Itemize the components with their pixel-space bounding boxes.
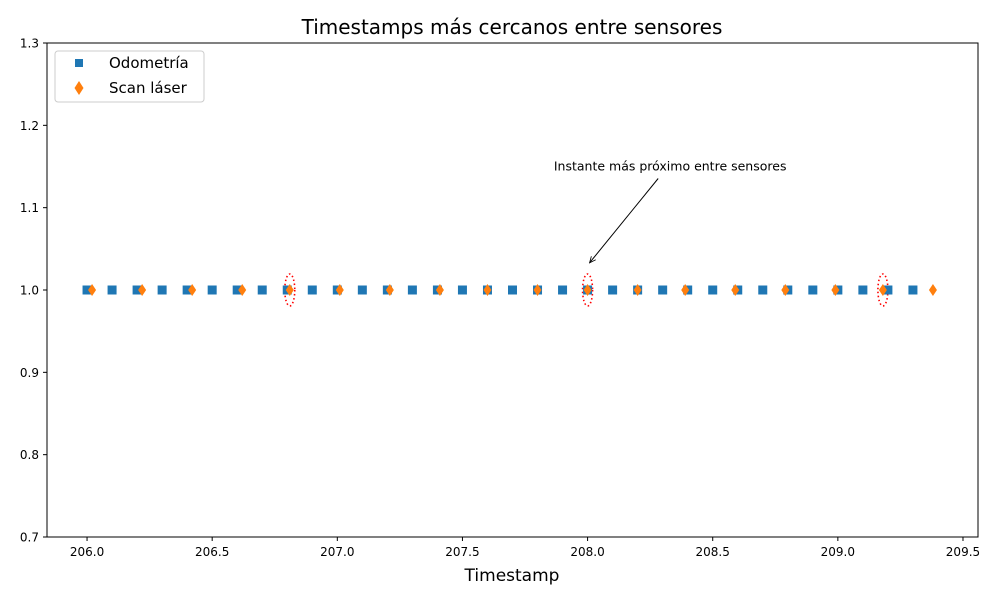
odometria-point [232, 285, 242, 295]
legend-box [54, 50, 205, 103]
odometria-point [658, 285, 668, 295]
x-tick-label: 209.0 [821, 545, 855, 559]
odometria-point [132, 285, 142, 295]
scan-laser-point [483, 284, 492, 296]
x-axis: 206.0 206.5 207.0 207.5 208.0 208.5 209.0 209.5 [70, 537, 980, 559]
annotation-layer: Instante más próximo entre sensores [554, 159, 787, 263]
odometria-point [182, 285, 192, 295]
x-axis-label: Timestamp [464, 566, 560, 586]
odometria-point [307, 285, 317, 295]
scan-laser-point [188, 284, 197, 296]
x-tick-label: 208.0 [570, 545, 604, 559]
scan-laser-point [285, 284, 294, 296]
odometria-point [508, 285, 517, 295]
odometria-point [858, 285, 868, 295]
y-tick-label: 0.9 [20, 366, 39, 380]
highlight-ellipse [283, 273, 296, 307]
odometria-point [357, 285, 367, 295]
scan-laser-point [335, 284, 344, 296]
annotation-arrow [590, 178, 659, 263]
odometria-point [808, 285, 818, 295]
odometria-point [107, 285, 117, 295]
y-tick-label: 1.0 [20, 284, 39, 298]
x-tick-label: 206.0 [70, 545, 104, 559]
odometria-point [407, 285, 417, 295]
scan-laser-point [238, 284, 247, 296]
y-tick-label: 0.7 [20, 531, 39, 545]
odometria-point [908, 285, 918, 295]
scan-laser-point [138, 284, 147, 296]
odometria-point [758, 285, 768, 295]
legend-label-scan-laser: Scan láser [109, 79, 188, 97]
annotation-text: Instante más próximo entre sensores [554, 159, 787, 174]
x-tick-label: 209.5 [946, 545, 980, 559]
odometria-point [708, 285, 718, 295]
scan-laser-point [781, 284, 790, 296]
x-tick-label: 208.5 [696, 545, 730, 559]
scan-laser-point [878, 284, 887, 296]
legend: Odometría Scan láser [54, 50, 205, 103]
y-tick-label: 1.2 [20, 119, 39, 133]
legend-marker-scan-laser [74, 81, 84, 95]
scan-laser-point [928, 284, 937, 296]
highlight-ellipse [581, 273, 594, 307]
odometria-point [608, 285, 618, 295]
odometria-point [883, 285, 893, 295]
odometria-point [257, 285, 267, 295]
odometria-point [457, 285, 467, 295]
odometria-point [157, 285, 167, 295]
scan-laser-point [435, 284, 444, 296]
chart-title: Timestamps más cercanos entre sensores [301, 15, 723, 39]
y-axis: 0.7 0.8 0.9 1.0 1.1 1.2 1.3 [20, 37, 47, 545]
scan-laser-point [681, 284, 690, 296]
scan-laser-point [533, 284, 542, 296]
scan-laser-point [633, 284, 642, 296]
scan-laser-point [583, 284, 592, 296]
series-layer [82, 284, 937, 296]
scan-laser-point [731, 284, 740, 296]
x-tick-label: 206.5 [195, 545, 229, 559]
odometria-point [82, 285, 92, 295]
scan-laser-point [88, 284, 97, 296]
x-tick-label: 207.5 [445, 545, 479, 559]
odometria-point [558, 285, 568, 295]
legend-label-odometria: Odometría [109, 54, 189, 72]
scan-laser-point [385, 284, 394, 296]
y-tick-label: 1.1 [20, 201, 39, 215]
odometria-point [207, 285, 217, 295]
x-tick-label: 207.0 [320, 545, 354, 559]
scan-laser-point [831, 284, 840, 296]
legend-marker-odometria [75, 59, 83, 67]
y-tick-label: 0.8 [20, 448, 39, 462]
y-tick-label: 1.3 [20, 37, 39, 51]
